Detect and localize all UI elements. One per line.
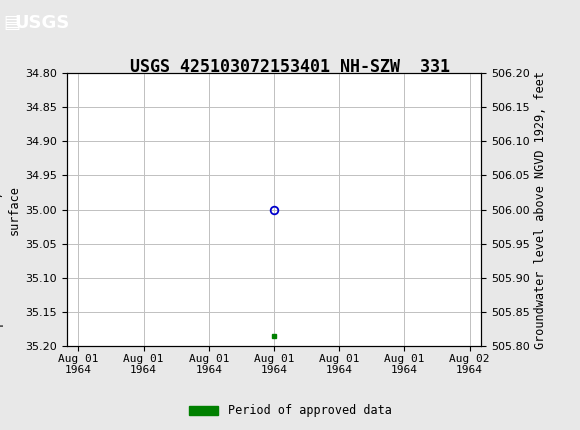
Y-axis label: Groundwater level above NGVD 1929, feet: Groundwater level above NGVD 1929, feet [534, 71, 547, 349]
Text: USGS 425103072153401 NH-SZW  331: USGS 425103072153401 NH-SZW 331 [130, 58, 450, 76]
Legend: Period of approved data: Period of approved data [184, 399, 396, 422]
Y-axis label: Depth to water level, feet below land
surface: Depth to water level, feet below land su… [0, 78, 21, 341]
Text: USGS: USGS [14, 14, 70, 31]
Text: ▤: ▤ [3, 14, 20, 31]
